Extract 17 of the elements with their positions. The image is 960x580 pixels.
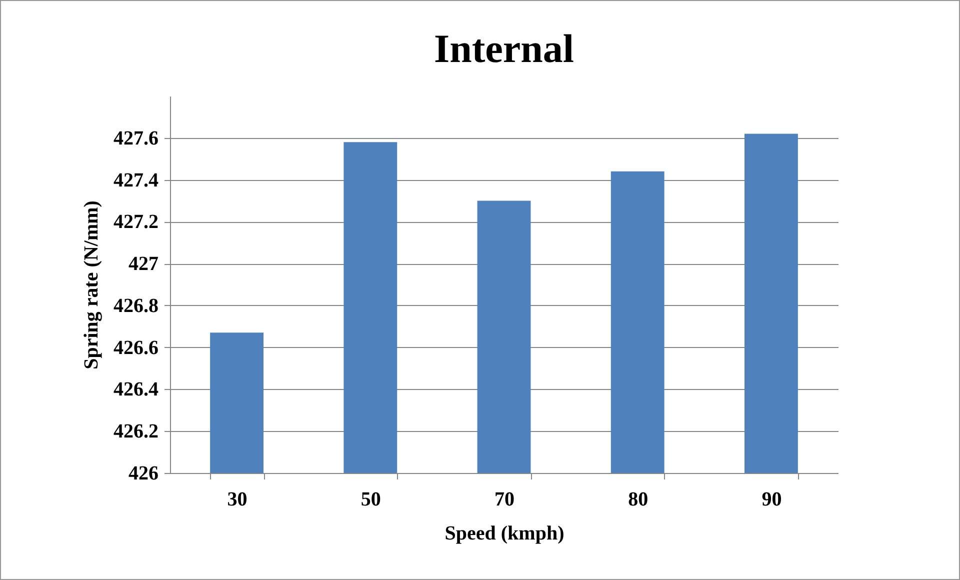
y-tick-label: 427.4 — [114, 169, 158, 192]
y-axis-title: Spring rate (N/mm) — [80, 200, 102, 370]
y-tick-label: 427 — [128, 253, 158, 276]
y-tick-label: 426.6 — [114, 336, 158, 359]
x-tick-label: 50 — [360, 488, 381, 510]
y-tick-label: 426.8 — [114, 294, 158, 317]
x-tick-label: 90 — [762, 488, 782, 510]
x-tick-label: 30 — [227, 488, 248, 510]
y-tick-label: 427.2 — [114, 211, 158, 234]
x-tick-label: 70 — [494, 488, 514, 510]
x-axis-title: Speed (kmph) — [444, 522, 564, 544]
chart-title: Internal — [434, 26, 574, 71]
y-tick-label: 427.6 — [114, 127, 158, 150]
y-tick-label: 426 — [128, 462, 158, 484]
y-tick-label: 426.2 — [114, 420, 158, 443]
x-tick-label: 80 — [628, 488, 648, 510]
y-tick-label: 426.4 — [114, 378, 158, 401]
